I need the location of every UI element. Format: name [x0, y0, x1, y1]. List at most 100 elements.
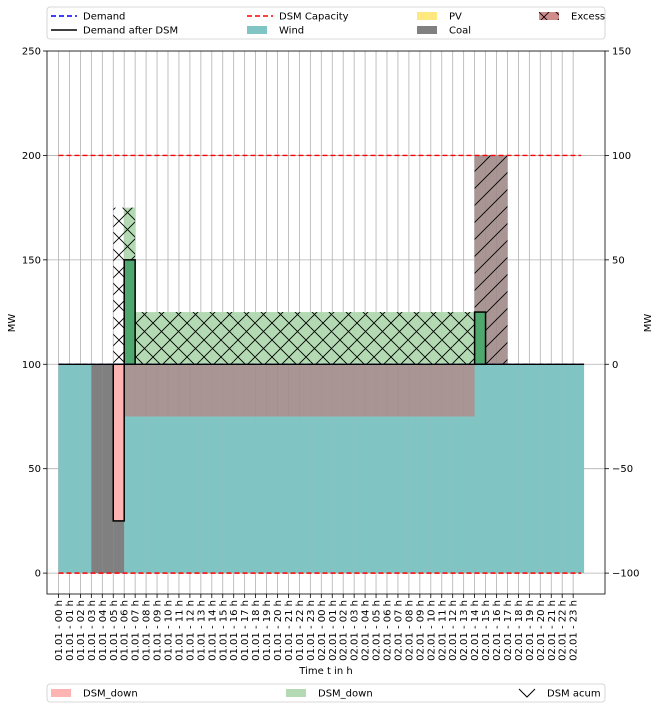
x-tick-label: 02.01 - 18 h [514, 600, 525, 661]
legend-item-dsm_down_green: DSM_down [286, 689, 373, 700]
wind-area [376, 416, 387, 574]
wind-area [288, 416, 300, 574]
wind-area [562, 364, 574, 574]
excess-area [233, 364, 245, 417]
excess-area [365, 364, 377, 417]
y-tick-label-right: 0 [612, 360, 618, 371]
x-tick-label: 01.01 - 04 h [98, 600, 109, 661]
wind-area [189, 416, 201, 574]
y-tick-label-left: 250 [22, 47, 41, 58]
wind-area [419, 416, 431, 574]
excess-hatch [485, 155, 497, 365]
dsm-acum-hatch [463, 312, 475, 365]
wind-area [69, 364, 81, 574]
dsm-acum-hatch [452, 312, 464, 365]
wind-area [365, 416, 377, 574]
wind-area [58, 364, 70, 574]
excess-area [376, 364, 387, 417]
legend-bottom: DSM_down DSM_down DSM acum [46, 683, 606, 703]
y-axis-right-label: MW [643, 314, 654, 333]
wind-area [452, 416, 464, 574]
dsm-acum-hatch [376, 312, 387, 365]
dsm-acum-hatch [200, 312, 212, 365]
wind-area [518, 364, 530, 574]
legend-swatch [417, 12, 437, 20]
wind-area [200, 416, 212, 574]
legend-item-dsm_acum: DSM acum [518, 689, 601, 700]
x-tick-label: 01.01 - 01 h [65, 600, 76, 661]
excess-area [277, 364, 289, 417]
wind-area [551, 364, 563, 574]
y-tick-label-right: 100 [612, 151, 631, 162]
dsm-acum-hatch [178, 312, 190, 365]
legend-swatch [286, 689, 306, 697]
wind-area [485, 364, 497, 574]
wind-area [266, 416, 278, 574]
x-tick-label: 02.01 - 11 h [437, 600, 448, 661]
x-tick-label: 02.01 - 05 h [372, 600, 383, 661]
dsm-acum-hatch [211, 312, 223, 365]
dsm-acum-hatch [310, 312, 322, 365]
legend-label: Wind [279, 26, 304, 37]
x-tick-label: 01.01 - 06 h [120, 600, 131, 661]
wind-area [529, 364, 541, 574]
legend-label: DSM acum [547, 689, 601, 700]
dsm-acum-hatch [255, 312, 267, 365]
x-tick-label: 01.01 - 21 h [284, 600, 295, 661]
excess-area [387, 364, 398, 417]
y-tick-label-left: 150 [22, 255, 41, 266]
legend-swatch [247, 26, 267, 34]
legend-label: Demand [83, 12, 125, 23]
excess-area [408, 364, 420, 417]
x-tick-label: 01.01 - 17 h [240, 600, 251, 661]
excess-area [157, 364, 168, 417]
y-tick-label-right: 50 [612, 255, 625, 266]
x-tick-label: 01.01 - 19 h [262, 600, 273, 661]
legend-item-pv: PV [417, 12, 462, 23]
dsm-acum-hatch [277, 312, 289, 365]
x-tick-label: 02.01 - 19 h [525, 600, 536, 661]
legend-label: Coal [449, 26, 471, 37]
wind-area [573, 364, 585, 574]
wind-area [222, 416, 234, 574]
dsm-acum-hatch [113, 207, 125, 365]
x-tick-label: 02.01 - 21 h [547, 600, 558, 661]
wind-area [277, 416, 289, 574]
legend-swatch-hatch [539, 12, 559, 20]
dsm-acum-hatch [266, 312, 278, 365]
wind-area [124, 416, 136, 574]
legend-top: Demand DSM Capacity PV Excess Demand after D… [46, 6, 606, 40]
plot-area [47, 51, 605, 594]
wind-area [299, 416, 311, 574]
legend-item-excess: Excess [539, 12, 605, 23]
excess-area [430, 364, 442, 417]
legend-label: PV [449, 12, 462, 23]
y-tick-label-left: 50 [28, 464, 41, 475]
wind-area [178, 416, 190, 574]
x-tick-label: 01.01 - 11 h [174, 600, 185, 661]
x-tick-label: 01.01 - 12 h [185, 600, 196, 661]
legend-label: Demand after DSM [83, 26, 178, 37]
x-tick-label: 01.01 - 14 h [207, 600, 218, 661]
legend-label: DSM Capacity [279, 12, 349, 23]
legend-item-demand_after_dsm: Demand after DSM [51, 26, 178, 37]
x-tick-label: 02.01 - 06 h [383, 600, 394, 661]
excess-area [222, 364, 234, 417]
wind-area [244, 416, 256, 574]
x-tick-label: 02.01 - 23 h [569, 600, 580, 661]
x-tick-label: 01.01 - 18 h [251, 600, 262, 661]
excess-area [397, 364, 409, 417]
x-tick-label: 02.01 - 09 h [415, 600, 426, 661]
excess-area [189, 364, 201, 417]
wind-area [343, 416, 355, 574]
excess-area [310, 364, 322, 417]
excess-area [178, 364, 190, 417]
x-tick-label: 02.01 - 03 h [350, 600, 361, 661]
x-tick-label: 01.01 - 15 h [218, 600, 229, 661]
x-tick-label: 01.01 - 03 h [87, 600, 98, 661]
series-lines [58, 154, 585, 574]
wind-area [255, 416, 267, 574]
wind-area [463, 416, 475, 574]
x-tick-label: 02.01 - 10 h [426, 600, 437, 661]
